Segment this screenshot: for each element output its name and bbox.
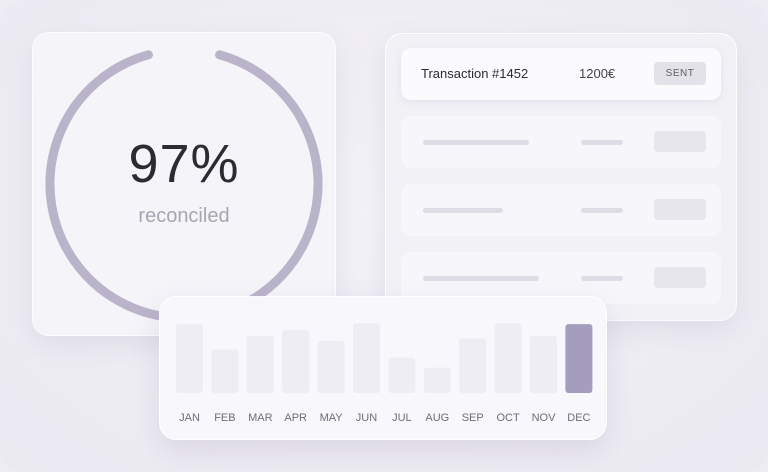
status-badge: SENT [654,62,706,85]
bar-jan [176,324,203,393]
month-label-sep: SEP [462,412,484,424]
bar-mar [246,335,274,393]
monthly-bar-chart: JAN FEB MAR APR MAY JUN JUL AUG SEP OCT NOV DEC [176,323,593,424]
placeholder-badge [654,131,706,152]
bar-sep [459,338,487,393]
placeholder-line [423,140,529,145]
bar-may [317,340,345,393]
month-label-oct: OCT [496,412,519,424]
bar-nov [530,335,557,393]
month-label-may: MAY [320,412,344,424]
reconciliation-card: 97% reconciled [33,33,335,335]
bar-aug [423,367,451,393]
transaction-amount: 1200€ [579,66,616,81]
bar-feb [211,349,239,393]
month-label-apr: APR [284,412,307,424]
month-label-jan: JAN [179,412,200,424]
transaction-row[interactable]: Transaction #1452 1200€ SENT [401,48,721,100]
placeholder-row [401,116,721,168]
placeholder-badge [654,267,706,288]
placeholder-line [581,140,623,145]
month-label-jul: JUL [392,412,412,424]
month-label-mar: MAR [248,412,272,424]
transaction-title: Transaction #1452 [421,66,529,81]
placeholder-line [423,276,539,281]
placeholder-line [581,276,623,281]
month-label-jun: JUN [356,412,377,424]
month-label-feb: FEB [214,412,235,424]
placeholder-line [581,208,623,213]
bar-jun [353,323,380,393]
bar-oct [494,323,522,393]
reconciled-label: reconciled [138,205,230,227]
month-label-aug: AUG [425,412,449,424]
bar-dec [565,324,593,393]
monthly-bar-chart-card: JAN FEB MAR APR MAY JUN JUL AUG SEP OCT NOV DEC [160,297,606,439]
placeholder-row [401,184,721,236]
transactions-card: Transaction #1452 1200€ SENT [386,34,736,320]
placeholder-row [401,252,721,304]
month-label-dec: DEC [567,412,590,424]
bar-jul [388,357,416,393]
bar-apr [282,330,310,393]
reconciled-percent: 97% [128,134,240,194]
month-label-nov: NOV [532,412,557,424]
placeholder-badge [654,199,706,220]
placeholder-line [423,208,503,213]
